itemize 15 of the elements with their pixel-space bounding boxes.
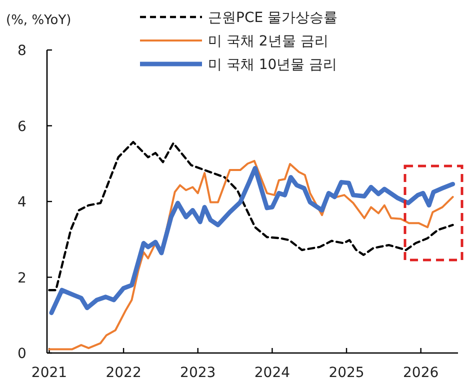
y-tick-label: 2 bbox=[18, 270, 26, 286]
x-tick-label: 2021 bbox=[31, 365, 68, 381]
x-tick-label: 2023 bbox=[180, 365, 216, 381]
x-tick-label: 2024 bbox=[254, 365, 290, 381]
y-tick-label: 8 bbox=[18, 43, 26, 59]
legend-label: 미 국채 2년물 금리 bbox=[208, 34, 328, 50]
y-tick-label: 0 bbox=[18, 346, 26, 362]
y-tick-label: 6 bbox=[18, 118, 27, 135]
x-tick-label: 2022 bbox=[106, 365, 142, 381]
y-tick-label: 4 bbox=[18, 194, 27, 210]
legend-label: 근원PCE 물가상승률 bbox=[208, 10, 338, 26]
legend-label: 미 국채 10년물 금리 bbox=[208, 57, 338, 73]
y-axis-title: (%, %YoY) bbox=[6, 13, 72, 28]
x-tick-label: 2026 bbox=[403, 365, 439, 381]
x-tick-label: 2025 bbox=[328, 365, 364, 381]
